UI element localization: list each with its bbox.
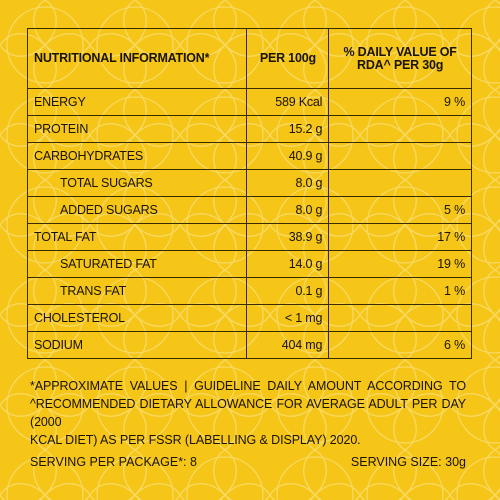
per-100g-value: 38.9 g <box>246 223 330 251</box>
per-100g-value: 8.0 g <box>246 169 330 197</box>
footnote-line-2: ^RECOMMENDED DIETARY ALLOWANCE FOR AVERA… <box>30 397 466 429</box>
header-rda-line1: % DAILY VALUE OF <box>343 45 457 59</box>
nutrient-name: CHOLESTEROL <box>26 304 248 332</box>
table-row: TOTAL SUGARS 8.0 g <box>26 169 472 197</box>
footnote: *APPROXIMATE VALUES | GUIDELINE DAILY AM… <box>30 377 466 449</box>
nutrition-table: NUTRITIONAL INFORMATION* PER 100g % DAIL… <box>26 28 472 359</box>
rda-value <box>328 304 472 332</box>
per-100g-value: 8.0 g <box>246 196 330 224</box>
header-per-100g: PER 100g <box>246 28 330 89</box>
rda-value: 1 % <box>328 277 472 305</box>
rda-value <box>328 169 472 197</box>
table-row: ENERGY 589 Kcal 9 % <box>26 88 472 116</box>
header-rda-line2: RDA^ PER 30g <box>357 57 444 72</box>
rda-value <box>328 142 472 170</box>
table-row: CARBOHYDRATES 40.9 g <box>26 142 472 170</box>
header-nutrient: NUTRITIONAL INFORMATION* <box>26 28 248 89</box>
per-100g-value: 404 mg <box>246 331 330 359</box>
footnote-line-3: KCAL DIET) AS PER FSSR (LABELLING & DISP… <box>30 433 361 447</box>
nutrient-name: ADDED SUGARS <box>26 196 248 224</box>
nutrient-name: TOTAL FAT <box>26 223 248 251</box>
rda-value: 17 % <box>328 223 472 251</box>
table-row: TRANS FAT 0.1 g 1 % <box>26 277 472 305</box>
rda-value: 6 % <box>328 331 472 359</box>
footnote-line-1: *APPROXIMATE VALUES | GUIDELINE DAILY AM… <box>30 379 466 393</box>
per-100g-value: 589 Kcal <box>246 88 330 116</box>
rda-value: 19 % <box>328 250 472 278</box>
per-100g-value: 40.9 g <box>246 142 330 170</box>
nutrient-name: SODIUM <box>26 331 248 359</box>
serving-per-package: SERVING PER PACKAGE*: 8 <box>30 455 197 469</box>
table-row: ADDED SUGARS 8.0 g 5 % <box>26 196 472 224</box>
header-rda: % DAILY VALUE OF RDA^ PER 30g <box>328 28 472 89</box>
nutrient-name: PROTEIN <box>26 115 248 143</box>
rda-value: 5 % <box>328 196 472 224</box>
rda-value: 9 % <box>328 88 472 116</box>
per-100g-value: 14.0 g <box>246 250 330 278</box>
nutrient-name: ENERGY <box>26 88 248 116</box>
serving-size: SERVING SIZE: 30g <box>350 455 466 469</box>
table-row: SODIUM 404 mg 6 % <box>26 331 472 359</box>
rda-value <box>328 115 472 143</box>
per-100g-value: < 1 mg <box>246 304 330 332</box>
nutrient-name: CARBOHYDRATES <box>26 142 248 170</box>
table-row: PROTEIN 15.2 g <box>26 115 472 143</box>
per-100g-value: 15.2 g <box>246 115 330 143</box>
per-100g-value: 0.1 g <box>246 277 330 305</box>
nutrient-name: TOTAL SUGARS <box>26 169 248 197</box>
serving-info: SERVING PER PACKAGE*: 8 SERVING SIZE: 30… <box>30 455 466 469</box>
table-row: CHOLESTEROL < 1 mg <box>26 304 472 332</box>
nutrient-name: TRANS FAT <box>26 277 248 305</box>
table-row: TOTAL FAT 38.9 g 17 % <box>26 223 472 251</box>
table-row: SATURATED FAT 14.0 g 19 % <box>26 250 472 278</box>
nutrient-name: SATURATED FAT <box>26 250 248 278</box>
table-header-row: NUTRITIONAL INFORMATION* PER 100g % DAIL… <box>26 28 472 89</box>
